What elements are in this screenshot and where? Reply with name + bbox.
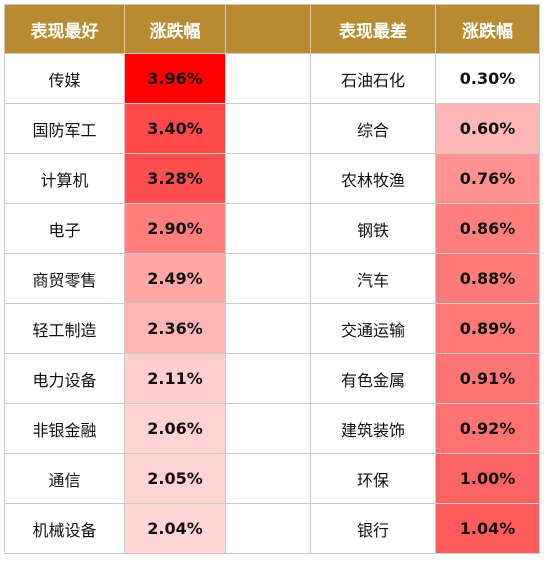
worst-sector-name: 钢铁: [310, 203, 436, 254]
header-row: 表现最好 涨跌幅 表现最差 涨跌幅: [4, 4, 540, 54]
worst-sector-name: 石油石化: [310, 53, 436, 104]
best-sector-change: 2.90%: [124, 203, 226, 254]
worst-sector-name: 建筑装饰: [310, 403, 436, 454]
worst-sector-name: 有色金属: [310, 353, 436, 404]
worst-sector-change: 0.30%: [435, 53, 540, 104]
table-body: 传媒 3.96% 石油石化 0.30% 国防军工 3.40% 综合 0.60% 计算机 3.28%…: [4, 53, 540, 554]
worst-sector-change: 0.76%: [435, 153, 540, 204]
best-sector-name: 商贸零售: [4, 253, 125, 304]
worst-sector-change: 0.88%: [435, 253, 540, 304]
worst-sector-name: 综合: [310, 103, 436, 154]
best-sector-change: 3.28%: [124, 153, 226, 204]
spacer-cell: [225, 53, 311, 104]
worst-sector-change: 0.86%: [435, 203, 540, 254]
table-row: 轻工制造 2.36% 交通运输 0.89%: [4, 303, 540, 354]
worst-sector-name: 农林牧渔: [310, 153, 436, 204]
spacer-cell: [225, 153, 311, 204]
table-row: 电子 2.90% 钢铁 0.86%: [4, 203, 540, 254]
best-sector-name: 非银金融: [4, 403, 125, 454]
spacer-cell: [225, 453, 311, 504]
table-row: 计算机 3.28% 农林牧渔 0.76%: [4, 153, 540, 204]
best-sector-change: 2.04%: [124, 503, 226, 554]
best-sector-change: 3.96%: [124, 53, 226, 104]
table-row: 非银金融 2.06% 建筑装饰 0.92%: [4, 403, 540, 454]
spacer-cell: [225, 203, 311, 254]
worst-sectors-header: 表现最差: [310, 4, 436, 54]
worst-sector-change: 0.91%: [435, 353, 540, 404]
best-sector-name: 传媒: [4, 53, 125, 104]
worst-sector-change: 1.04%: [435, 503, 540, 554]
spacer-cell: [225, 253, 311, 304]
best-sector-name: 机械设备: [4, 503, 125, 554]
table-row: 传媒 3.96% 石油石化 0.30%: [4, 53, 540, 104]
spacer-cell: [225, 303, 311, 354]
best-sector-change: 2.36%: [124, 303, 226, 354]
table-row: 电力设备 2.11% 有色金属 0.91%: [4, 353, 540, 404]
spacer-cell: [225, 403, 311, 454]
best-sector-name: 通信: [4, 453, 125, 504]
table-row: 商贸零售 2.49% 汽车 0.88%: [4, 253, 540, 304]
best-sector-change: 2.06%: [124, 403, 226, 454]
worst-sector-name: 交通运输: [310, 303, 436, 354]
spacer-header: [225, 4, 311, 54]
best-change-header: 涨跌幅: [124, 4, 226, 54]
worst-sector-name: 银行: [310, 503, 436, 554]
best-sector-change: 3.40%: [124, 103, 226, 154]
best-sector-name: 国防军工: [4, 103, 125, 154]
best-sector-name: 轻工制造: [4, 303, 125, 354]
best-sectors-header: 表现最好: [4, 4, 125, 54]
worst-sector-change: 0.60%: [435, 103, 540, 154]
worst-sector-name: 环保: [310, 453, 436, 504]
worst-sector-change: 1.00%: [435, 453, 540, 504]
best-sector-change: 2.49%: [124, 253, 226, 304]
table-row: 国防军工 3.40% 综合 0.60%: [4, 103, 540, 154]
worst-change-header: 涨跌幅: [435, 4, 540, 54]
best-sector-name: 计算机: [4, 153, 125, 204]
table-row: 通信 2.05% 环保 1.00%: [4, 453, 540, 504]
best-sector-name: 电子: [4, 203, 125, 254]
best-sector-name: 电力设备: [4, 353, 125, 404]
table-row: 机械设备 2.04% 银行 1.04%: [4, 503, 540, 554]
best-sector-change: 2.11%: [124, 353, 226, 404]
worst-sector-change: 0.89%: [435, 303, 540, 354]
worst-sector-name: 汽车: [310, 253, 436, 304]
spacer-cell: [225, 103, 311, 154]
spacer-cell: [225, 503, 311, 554]
sector-performance-table: 表现最好 涨跌幅 表现最差 涨跌幅 传媒 3.96% 石油石化 0.30% 国防军工 3.…: [4, 4, 540, 554]
best-sector-change: 2.05%: [124, 453, 226, 504]
worst-sector-change: 0.92%: [435, 403, 540, 454]
spacer-cell: [225, 353, 311, 404]
